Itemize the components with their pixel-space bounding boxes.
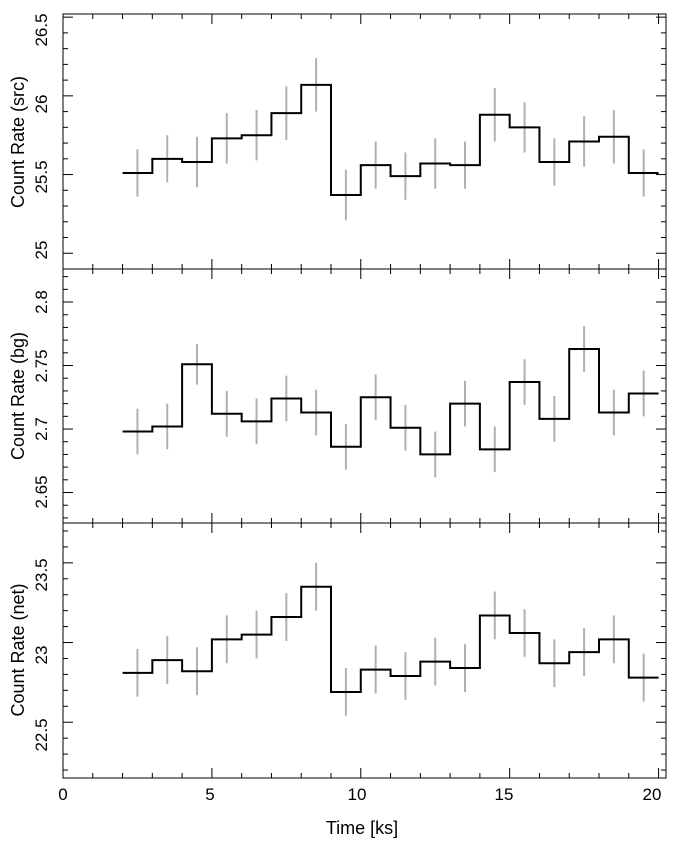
x-tick-label: 15 [495, 785, 514, 804]
y-tick-label: 26 [32, 95, 51, 114]
y-axis-label-net: Count Rate (net) [8, 583, 28, 716]
panel-bg-tick-labels: 2.65 2.7 2.75 2.8 [32, 290, 51, 508]
y-tick-label: 25.5 [32, 160, 51, 193]
y-tick-label: 22.5 [32, 718, 51, 751]
panel-src-ticks [63, 14, 666, 269]
y-tick-label: 2.65 [32, 475, 51, 508]
y-tick-label: 2.75 [32, 349, 51, 382]
x-axis-label: Time [ks] [326, 818, 398, 838]
y-tick-label: 23.5 [32, 558, 51, 591]
panel-net-ticks [63, 523, 666, 778]
panel-net-tick-labels: 22.5 23 23.5 [32, 558, 51, 751]
y-tick-label: 23 [32, 646, 51, 665]
x-tick-label: 5 [205, 785, 214, 804]
panel-bg: 2.65 2.7 2.75 2.8 Count Rate (bg) [8, 268, 667, 524]
panel-net: 22.5 23 23.5 Count Rate (net) [8, 522, 667, 779]
y-tick-label: 2.8 [32, 290, 51, 314]
x-tick-labels: 0 5 10 15 20 [58, 785, 661, 804]
y-axis-label-src: Count Rate (src) [8, 76, 28, 208]
x-tick-label: 0 [58, 785, 67, 804]
panel-src-marks [122, 58, 659, 221]
y-tick-label: 2.7 [32, 417, 51, 441]
panel-bg-ticks [63, 269, 666, 523]
panel-net-frame [62, 522, 667, 779]
y-tick-label: 26.5 [32, 13, 51, 46]
x-tick-label: 20 [643, 785, 662, 804]
panel-src: 25 25.5 26 26.5 Count Rate (src) [8, 13, 667, 270]
panel-src-tick-labels: 25 25.5 26 26.5 [32, 13, 51, 259]
panel-bg-marks [122, 326, 659, 478]
panel-net-marks [122, 562, 659, 716]
x-tick-label: 10 [348, 785, 367, 804]
step-line [122, 585, 659, 693]
step-line [122, 83, 659, 197]
y-axis-label-bg: Count Rate (bg) [8, 332, 28, 460]
y-tick-label: 25 [32, 241, 51, 260]
step-line [122, 348, 659, 456]
